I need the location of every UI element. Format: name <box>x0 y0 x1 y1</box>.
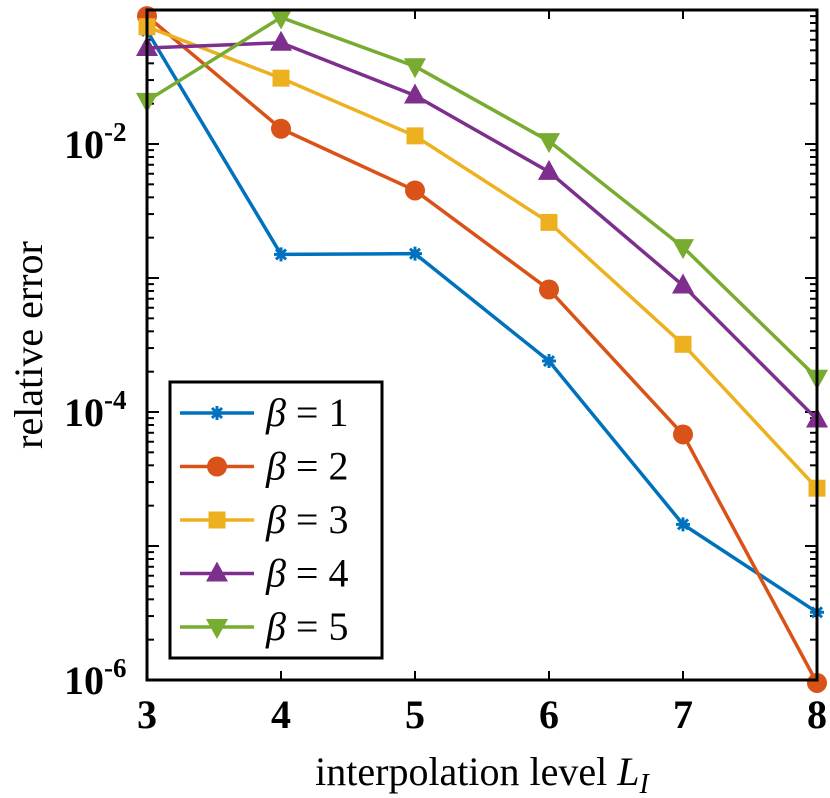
plot-frame <box>145 8 819 682</box>
data-point <box>672 273 694 294</box>
y-tick-base: 10 <box>64 122 104 167</box>
legend-marker <box>206 619 228 639</box>
data-point <box>807 672 827 693</box>
y-tick-base: 10 <box>64 658 104 703</box>
data-point <box>540 213 558 231</box>
data-point <box>270 9 292 30</box>
x-tick-label: 4 <box>271 692 291 737</box>
y-axis-title: relative error <box>6 241 51 449</box>
data-point <box>542 354 556 369</box>
legend-marker <box>208 511 226 529</box>
data-point <box>406 127 424 145</box>
y-tick-label: 10-6 <box>64 653 127 703</box>
y-tick-exponent: -4 <box>104 385 127 415</box>
legend-marker <box>210 406 224 420</box>
data-point <box>271 118 291 139</box>
y-tick-exponent: -2 <box>104 117 127 147</box>
legend-symbol: β <box>265 551 286 596</box>
legend-label: β = 5 <box>265 604 348 649</box>
legend-marker <box>207 456 227 477</box>
data-point <box>674 335 692 353</box>
data-point <box>404 58 426 79</box>
data-point <box>272 69 290 87</box>
y-tick-exponent: -6 <box>104 653 127 683</box>
series-line <box>146 40 819 421</box>
data-point <box>408 246 422 261</box>
y-tick-labels: 10-610-410-2 <box>64 117 127 703</box>
series-line <box>145 29 818 614</box>
series-lines <box>145 14 819 684</box>
data-point <box>405 180 425 201</box>
legend-equation: = 2 <box>296 444 349 489</box>
x-axis-title: interpolation level LI <box>315 749 650 798</box>
series-markers <box>136 6 828 693</box>
data-point <box>538 133 560 154</box>
x-axis-title-sub: I <box>639 769 651 798</box>
x-tick-label: 5 <box>405 692 425 737</box>
legend-label: β = 3 <box>265 497 348 542</box>
series-line <box>145 14 819 684</box>
legend-equation: = 3 <box>296 497 349 542</box>
data-point <box>539 279 559 300</box>
x-tick-labels: 3 4 5 6 7 8 <box>137 692 827 737</box>
legend-symbol: β <box>265 497 286 542</box>
legend-equation: = 5 <box>296 604 349 649</box>
legend-label: β = 1 <box>265 390 348 435</box>
legend-symbol: β <box>265 444 286 489</box>
x-tick-label: 6 <box>539 692 559 737</box>
data-point <box>404 83 426 104</box>
legend-label: β = 2 <box>265 444 348 489</box>
legend-equation: = 4 <box>296 551 349 596</box>
x-axis-title-main: interpolation level <box>315 749 617 794</box>
data-point <box>270 30 292 51</box>
data-point <box>538 159 560 180</box>
y-tick-label: 10-4 <box>64 385 127 435</box>
x-tick-label: 8 <box>807 692 827 737</box>
x-axis-title-var: L <box>616 749 639 794</box>
y-tick-base: 10 <box>64 390 104 435</box>
data-point <box>274 247 288 262</box>
legend-marker <box>206 561 228 582</box>
legend-symbol: β <box>265 390 286 435</box>
series-line <box>146 15 819 380</box>
data-point <box>676 517 690 532</box>
y-tick-label: 10-2 <box>64 117 127 167</box>
x-tick-label: 3 <box>137 692 157 737</box>
legend-label: β = 4 <box>265 551 348 596</box>
legend-symbol: β <box>265 604 286 649</box>
legend: β = 1β = 2β = 3β = 4β = 5 <box>168 380 384 660</box>
x-tick-label: 7 <box>673 692 693 737</box>
legend-equation: = 1 <box>296 390 349 435</box>
data-point <box>672 239 694 260</box>
series-line <box>146 25 819 490</box>
data-point <box>673 424 693 445</box>
